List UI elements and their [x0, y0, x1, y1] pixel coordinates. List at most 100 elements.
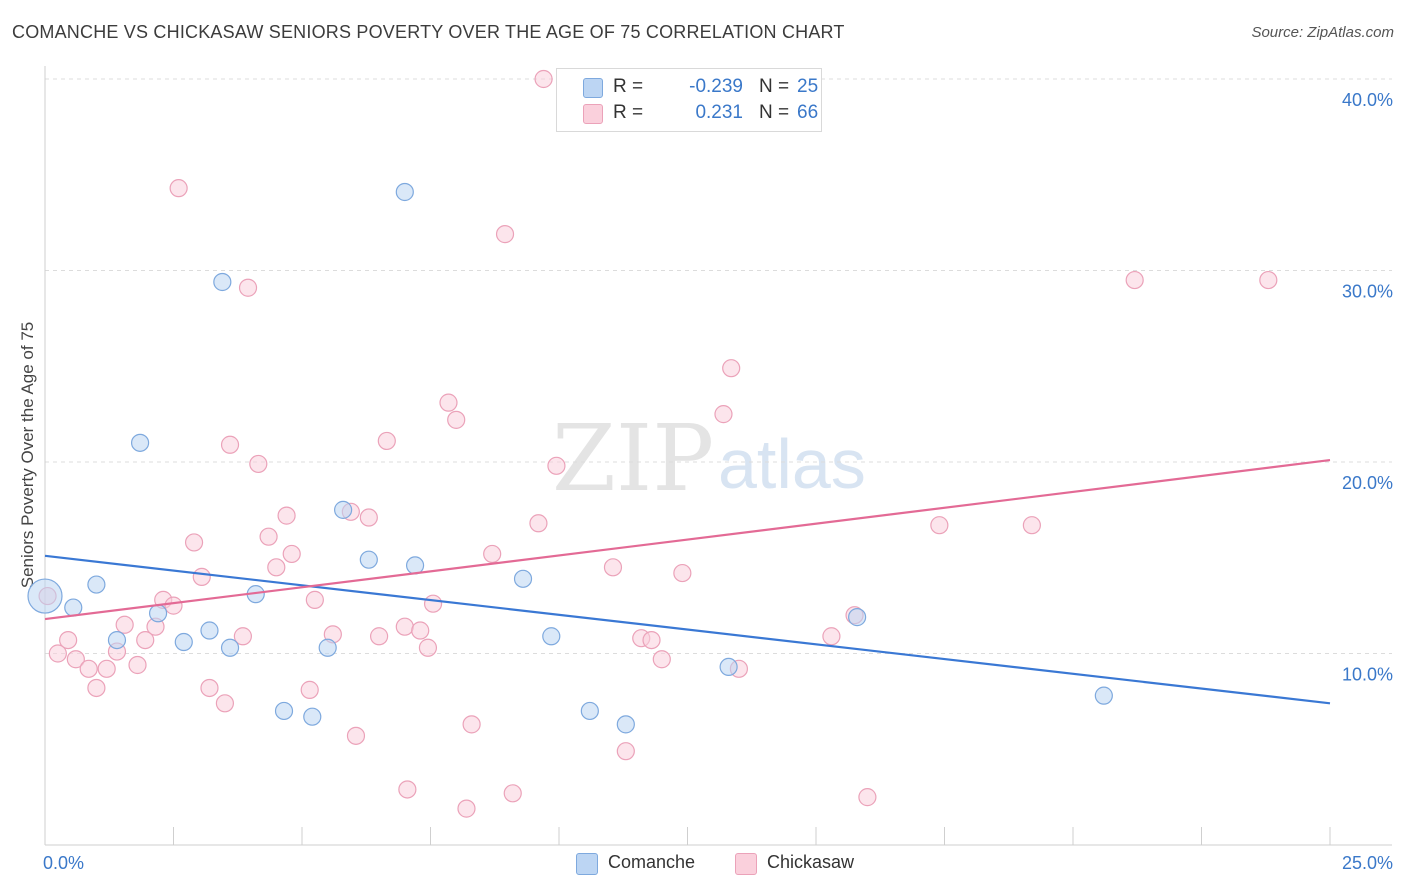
chickasaw-point — [59, 630, 78, 650]
chickasaw-point — [169, 179, 188, 198]
comanche-point — [87, 575, 106, 594]
comanche-point — [303, 707, 322, 726]
chickasaw-point — [346, 726, 366, 745]
y-tick-label: 40.0% — [1342, 90, 1393, 110]
comanche-point — [213, 272, 232, 292]
comanche-point — [318, 638, 337, 657]
comanche-point — [513, 569, 533, 588]
y-tick-label: 10.0% — [1342, 665, 1393, 685]
chickasaw-point — [673, 563, 692, 583]
chickasaw-point — [377, 431, 396, 451]
chickasaw-point — [200, 678, 219, 698]
chickasaw-point — [305, 590, 324, 609]
chickasaw-point — [370, 627, 389, 646]
comanche-point — [130, 433, 150, 452]
chickasaw-swatch — [583, 104, 603, 124]
grid — [45, 78, 1392, 654]
chickasaw-point — [418, 638, 438, 657]
chickasaw-point — [858, 788, 877, 807]
chickasaw-swatch — [735, 853, 757, 875]
chickasaw-point — [547, 456, 566, 475]
chickasaw-point — [249, 454, 268, 474]
r-value: -0.239 — [689, 76, 743, 97]
chickasaw-trend-line — [44, 458, 1331, 621]
chickasaw-point — [930, 516, 949, 535]
comanche-point — [616, 715, 635, 734]
chickasaw-point — [447, 410, 466, 429]
comanche-point — [359, 550, 378, 569]
comanche-point — [148, 604, 168, 623]
n-value: 66 — [797, 102, 819, 123]
comanche-point — [405, 556, 425, 575]
chickasaw-point — [233, 627, 252, 646]
comanche-swatch — [576, 853, 598, 875]
r-value: 0.231 — [695, 102, 743, 123]
chart-title: COMANCHE VS CHICKASAW SENIORS POVERTY OV… — [12, 22, 845, 42]
chickasaw-point — [503, 784, 522, 803]
chickasaw-point — [722, 359, 741, 378]
chickasaw-point — [534, 69, 553, 89]
chickasaw-point — [423, 594, 443, 613]
comanche-point — [395, 182, 414, 202]
chickasaw-point — [259, 527, 278, 546]
n-label: N = — [759, 76, 790, 97]
axes — [44, 66, 1392, 846]
chickasaw-point — [483, 544, 502, 564]
chickasaw-point — [66, 650, 85, 669]
chickasaw-point — [128, 655, 147, 675]
tick-labels: 10.0% 20.0% 30.0% 40.0% 0.0% 25.0% — [43, 90, 1393, 873]
chickasaw-point — [395, 617, 414, 636]
chickasaw-point — [277, 506, 296, 525]
chickasaw-point — [822, 627, 841, 646]
chickasaw-point — [1125, 270, 1144, 290]
x-tick-label: 25.0% — [1342, 853, 1393, 873]
chickasaw-point — [603, 558, 623, 577]
n-value: 25 — [797, 76, 819, 97]
chickasaw-point — [79, 659, 98, 678]
chickasaw-point — [48, 644, 67, 663]
comanche-point — [334, 500, 353, 519]
n-label: N = — [759, 102, 790, 123]
chickasaw-point — [136, 630, 155, 650]
comanche-point — [200, 621, 219, 640]
chickasaw-point — [220, 435, 240, 454]
y-tick-label: 30.0% — [1342, 282, 1393, 302]
comanche-point — [542, 627, 561, 646]
watermark-atlas: atlas — [718, 425, 866, 503]
chickasaw-point — [495, 225, 515, 244]
legend-label-comanche: Comanche — [608, 852, 696, 872]
chickasaw-point — [267, 558, 286, 577]
comanche-point — [107, 630, 127, 650]
chickasaw-point — [215, 694, 234, 713]
watermark: ZIP atlas — [552, 405, 866, 512]
comanche-point — [848, 608, 867, 627]
chickasaw-point — [184, 533, 204, 552]
chickasaw-point — [652, 650, 671, 669]
comanche-point — [174, 632, 193, 652]
chickasaw-point — [97, 659, 116, 678]
comanche-point — [274, 701, 294, 721]
chickasaw-point — [87, 678, 106, 698]
comanche-point — [1094, 686, 1113, 705]
chickasaw-point — [616, 742, 635, 761]
chickasaw-point — [642, 630, 661, 650]
chickasaw-point — [359, 508, 378, 527]
comanche-point — [580, 701, 599, 721]
legend-label-chickasaw: Chickasaw — [767, 852, 855, 872]
chickasaw-point — [300, 680, 319, 699]
r-label: R = — [613, 76, 644, 97]
chickasaw-point — [238, 278, 258, 297]
correlation-legend: R = -0.239 N = 25 R = 0.231 N = 66 — [556, 68, 822, 132]
chickasaw-point — [714, 405, 733, 424]
comanche-trend-line — [44, 554, 1331, 705]
r-label: R = — [613, 102, 644, 123]
chickasaw-point — [457, 799, 476, 818]
chickasaw-point — [282, 544, 301, 564]
chickasaw-point — [192, 567, 211, 587]
comanche-point — [64, 598, 83, 617]
y-tick-label: 20.0% — [1342, 473, 1393, 493]
chickasaw-point — [529, 514, 548, 533]
chickasaw-point — [1022, 516, 1041, 535]
comanche-point — [719, 657, 738, 677]
